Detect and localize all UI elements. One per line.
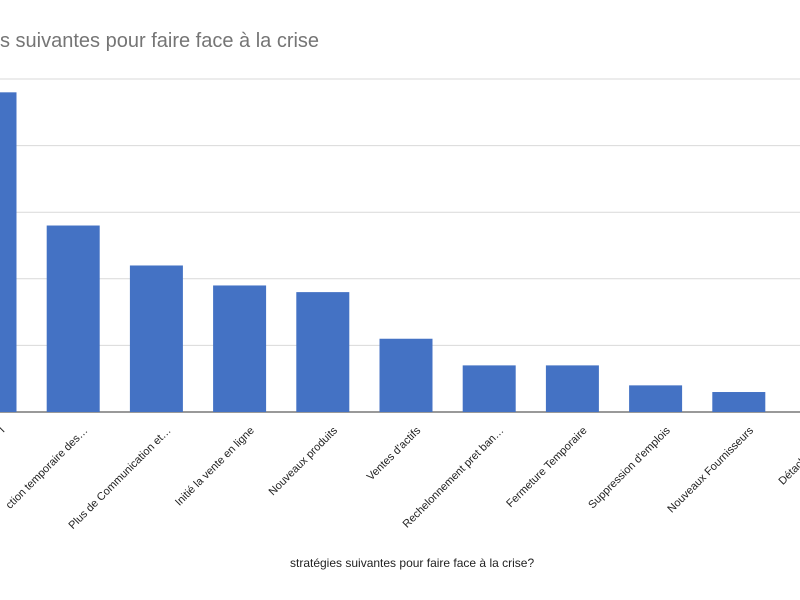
bar bbox=[712, 392, 766, 412]
x-tick-label: Fermeture Temporaire bbox=[504, 425, 589, 510]
bar bbox=[46, 225, 100, 412]
x-tick-label: Ventes d'actifs bbox=[365, 424, 424, 483]
bar bbox=[129, 265, 183, 412]
x-tick-label: l bbox=[0, 425, 7, 435]
bar bbox=[462, 365, 516, 412]
x-tick-label: Rechelonnement pret ban… bbox=[401, 425, 507, 531]
bar bbox=[545, 365, 599, 412]
x-tick-label: ction temporaire des… bbox=[4, 425, 91, 512]
x-tick-label: Détachement d' bbox=[776, 425, 800, 488]
x-tick-label: Nouveaux Fournisseurs bbox=[665, 424, 756, 515]
bar bbox=[629, 385, 683, 412]
bar bbox=[213, 285, 267, 412]
bar bbox=[296, 292, 350, 412]
x-tick-label: Suppression d'emplois bbox=[586, 424, 673, 511]
x-tick-label: Initié la vente en ligne bbox=[173, 425, 257, 509]
bars bbox=[0, 92, 766, 412]
bar bbox=[379, 338, 433, 412]
x-tick-label: Nouveaux produits bbox=[267, 424, 341, 498]
bar bbox=[0, 92, 17, 412]
chart-title: s suivantes pour faire face à la crise bbox=[0, 30, 320, 52]
